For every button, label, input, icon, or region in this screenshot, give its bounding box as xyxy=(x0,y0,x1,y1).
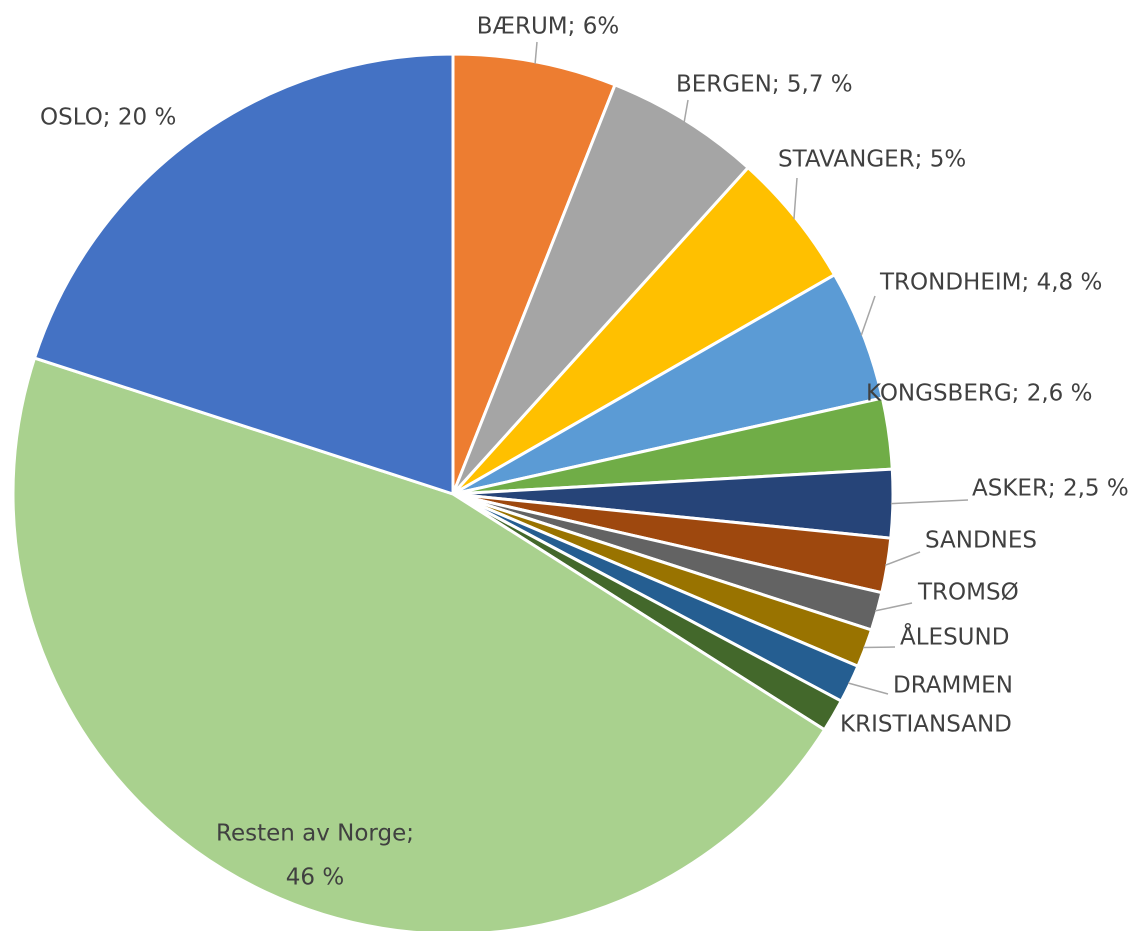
leader-line xyxy=(874,602,913,612)
leader-line xyxy=(863,646,896,649)
leader-line xyxy=(884,551,921,566)
slice-label: BÆRUM; 6% xyxy=(477,14,619,40)
slice-label: ÅLESUND xyxy=(900,623,1009,651)
leader-line xyxy=(890,499,969,505)
leader-line xyxy=(793,177,798,220)
slice-label: KRISTIANSAND xyxy=(840,712,1012,738)
leader-line xyxy=(683,99,689,123)
pie-slice xyxy=(32,52,455,497)
pie-slice xyxy=(11,356,827,931)
slice-label: KONGSBERG; 2,6 % xyxy=(866,381,1092,407)
leader-line xyxy=(847,682,889,695)
slice-label: Resten av Norge; xyxy=(216,821,414,847)
slice-label: TROMSØ xyxy=(917,580,1019,606)
slice-label: TRONDHEIM; 4,8 % xyxy=(879,270,1102,296)
leader-line xyxy=(860,295,876,336)
pie-slice xyxy=(451,82,751,496)
leader-line xyxy=(534,41,538,64)
slice-label: 46 % xyxy=(286,865,344,891)
slice-label: DRAMMEN xyxy=(893,673,1013,699)
slice-label: OSLO; 20 % xyxy=(40,105,176,131)
slice-label: ASKER; 2,5 % xyxy=(972,476,1129,502)
slice-label: SANDNES xyxy=(925,528,1037,554)
slice-label: BERGEN; 5,7 % xyxy=(676,72,853,98)
slice-label: STAVANGER; 5% xyxy=(778,147,966,173)
